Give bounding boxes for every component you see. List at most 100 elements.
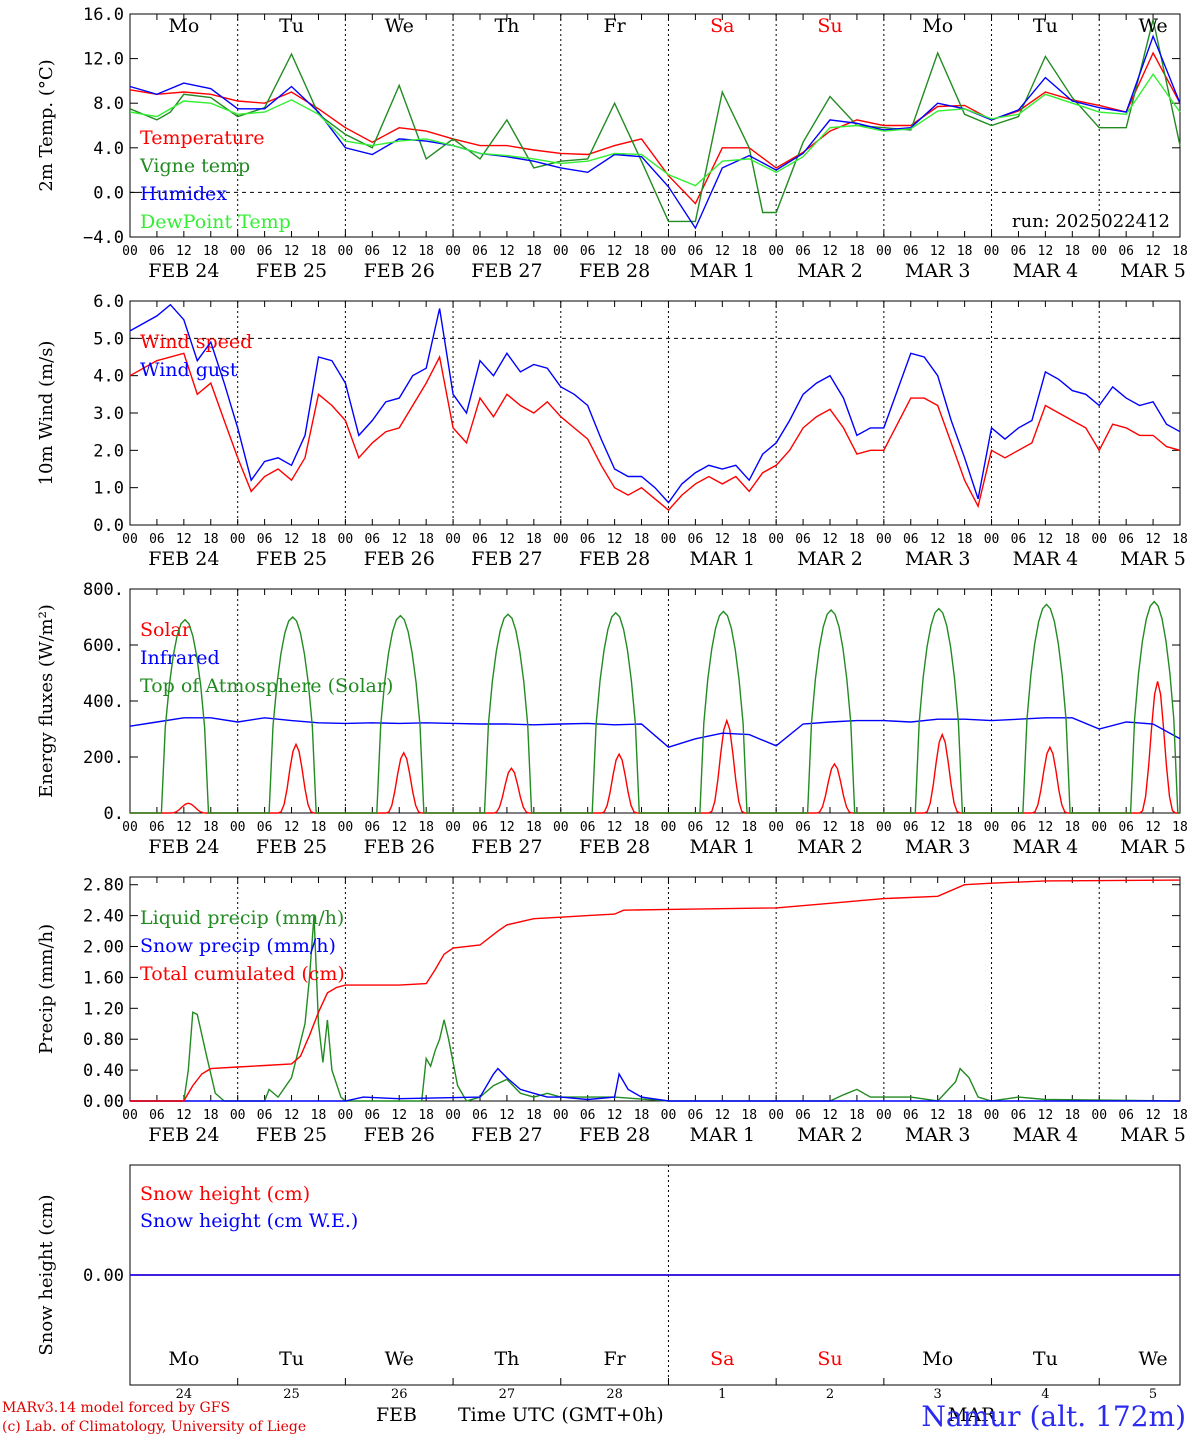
day-name: We: [385, 15, 414, 37]
x-hour-label: 00: [1091, 244, 1107, 259]
x-hour-label: 00: [230, 820, 246, 835]
x-hour-label: 06: [257, 532, 273, 547]
x-hour-label: 18: [311, 244, 327, 259]
x-hour-label: 18: [849, 820, 865, 835]
legend-entry: Humidex: [140, 183, 227, 205]
day-number: 4: [1041, 1387, 1049, 1402]
day-number: 2: [826, 1387, 834, 1402]
month-label-feb: FEB: [376, 1404, 418, 1426]
x-hour-label: 12: [1145, 532, 1161, 547]
day-name: Th: [494, 1348, 519, 1370]
y-tick-label: 0.0: [93, 516, 124, 536]
series-line-wind-gust: [129, 303, 1181, 504]
x-hour-label: 00: [553, 244, 569, 259]
x-hour-label: 12: [930, 1108, 946, 1123]
x-hour-label: 00: [661, 1108, 677, 1123]
day-name: We: [1138, 15, 1167, 37]
x-hour-label: 12: [1038, 532, 1054, 547]
x-hour-label: 00: [876, 244, 892, 259]
day-name: Mo: [922, 1348, 953, 1370]
x-hour-label: 12: [822, 532, 838, 547]
x-hour-label: 00: [338, 532, 354, 547]
x-date-label: FEB 25: [256, 1124, 327, 1146]
legend-entry: Temperature: [140, 127, 264, 149]
day-name: Mo: [922, 15, 953, 37]
day-name: Fr: [603, 1348, 626, 1370]
x-hour-label: 12: [499, 820, 515, 835]
x-hour-label: 18: [634, 244, 650, 259]
x-hour-label: 12: [930, 244, 946, 259]
y-tick-label: 2.40: [83, 907, 124, 927]
y-tick-label: 0.0: [93, 183, 124, 203]
y-tick-label: 0.40: [83, 1061, 124, 1081]
x-hour-label: 18: [741, 820, 757, 835]
x-date-label: MAR 2: [797, 836, 863, 858]
x-hour-label: 12: [284, 1108, 300, 1123]
y-tick-label: 16.0: [83, 5, 124, 25]
x-date-label: MAR 1: [690, 260, 756, 282]
x-hour-label: 00: [338, 1108, 354, 1123]
x-hour-label: 00: [768, 244, 784, 259]
legend-entry: Wind speed: [140, 331, 252, 353]
x-hour-label: 06: [472, 244, 488, 259]
x-hour-label: 18: [1172, 820, 1188, 835]
x-date-label: FEB 26: [364, 260, 435, 282]
day-name: Tu: [279, 15, 304, 37]
x-hour-label: 18: [526, 1108, 542, 1123]
y-tick-label: 1.60: [83, 968, 124, 988]
x-date-label: MAR 5: [1120, 1124, 1186, 1146]
x-hour-label: 18: [634, 820, 650, 835]
x-date-label: MAR 2: [797, 1124, 863, 1146]
x-date-label: MAR 4: [1013, 1124, 1079, 1146]
day-name: Mo: [168, 1348, 199, 1370]
x-hour-label: 06: [472, 1108, 488, 1123]
x-hour-label: 00: [661, 244, 677, 259]
y-tick-label: 0.00: [83, 1092, 124, 1112]
credit-model: MARv3.14 model forced by GFS: [2, 1400, 231, 1416]
series-line-infrared: [129, 717, 1181, 748]
x-hour-label: 06: [580, 532, 596, 547]
x-date-label: MAR 5: [1120, 260, 1186, 282]
time-axis-title: Time UTC (GMT+0h): [458, 1404, 664, 1426]
x-hour-label: 18: [203, 244, 219, 259]
x-hour-label: 12: [607, 532, 623, 547]
x-date-label: MAR 1: [690, 548, 756, 570]
x-hour-label: 18: [634, 532, 650, 547]
x-hour-label: 00: [230, 1108, 246, 1123]
legend-entry: DewPoint Temp: [140, 211, 291, 233]
x-date-label: FEB 24: [148, 1124, 219, 1146]
x-hour-label: 06: [903, 820, 919, 835]
x-hour-label: 12: [1038, 820, 1054, 835]
x-hour-label: 12: [1038, 244, 1054, 259]
day-number: 25: [283, 1387, 300, 1402]
y-tick-label: 3.0: [93, 404, 124, 424]
day-name: Sa: [710, 15, 734, 37]
x-date-label: FEB 25: [256, 548, 327, 570]
y-axis-label: Energy fluxes (W/m²): [36, 604, 57, 798]
x-hour-label: 06: [1118, 1108, 1134, 1123]
y-tick-label: 0.: [104, 804, 124, 824]
y-tick-label: 2.00: [83, 938, 124, 958]
day-number: 24: [176, 1387, 193, 1402]
x-hour-label: 12: [176, 532, 192, 547]
x-hour-label: 00: [122, 820, 138, 835]
day-name: Fr: [603, 15, 626, 37]
x-hour-label: 06: [149, 1108, 165, 1123]
x-hour-label: 18: [957, 1108, 973, 1123]
y-tick-label: 0.80: [83, 1030, 124, 1050]
day-name: We: [1138, 1348, 1167, 1370]
x-hour-label: 12: [822, 1108, 838, 1123]
x-hour-label: 00: [984, 1108, 1000, 1123]
x-hour-label: 00: [338, 820, 354, 835]
series-line-dewpoint-temp: [129, 72, 1181, 187]
y-axis-label: Precip (mm/h): [36, 924, 57, 1054]
x-hour-label: 06: [903, 1108, 919, 1123]
legend-entry: Top of Atmosphere (Solar): [140, 675, 393, 697]
x-hour-label: 06: [1118, 532, 1134, 547]
x-hour-label: 06: [257, 244, 273, 259]
x-hour-label: 18: [741, 532, 757, 547]
x-date-label: FEB 26: [364, 1124, 435, 1146]
x-hour-label: 12: [1145, 1108, 1161, 1123]
legend-entry: Solar: [140, 619, 192, 641]
x-date-label: FEB 24: [148, 260, 219, 282]
